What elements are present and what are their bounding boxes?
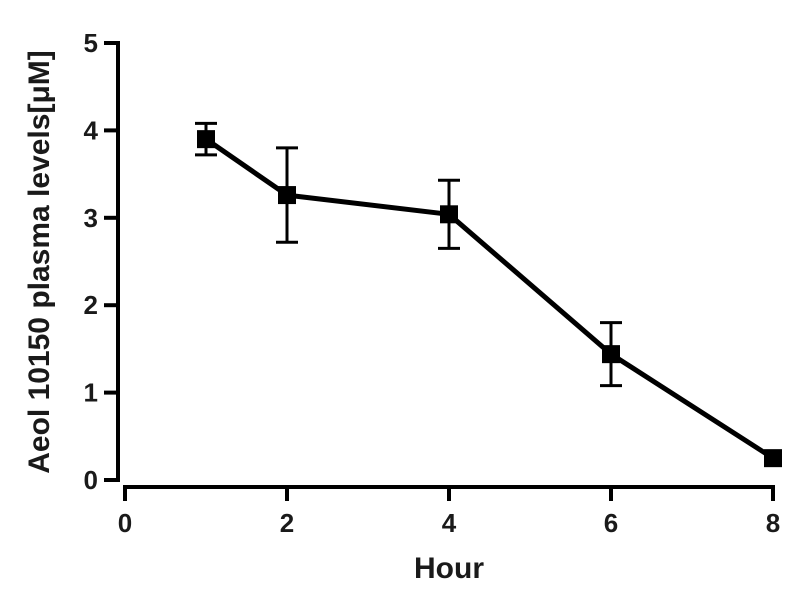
data-point [278,186,296,205]
x-tick-label: 2 [280,508,294,538]
y-tick-label: 2 [84,290,98,320]
y-tick-label: 4 [84,115,99,145]
data-points [197,130,782,468]
x-tick-label: 6 [604,508,618,538]
error-bars [195,121,622,388]
y-tick-label: 3 [84,203,98,233]
x-tick-label: 8 [766,508,780,538]
y-tick-labels: 0 1 2 3 4 5 [84,28,99,495]
data-point [197,130,215,149]
x-tick-labels: 0 2 4 6 8 [118,508,780,538]
data-point [602,345,620,364]
axes [104,41,775,501]
x-tick-label: 0 [118,508,132,538]
y-axis-title: Aeol 10150 plasma levels[μM] [23,50,56,474]
y-tick-label: 1 [84,378,98,408]
data-point [764,449,782,468]
y-tick-label: 0 [84,465,98,495]
y-tick-label: 5 [84,28,98,58]
data-point [440,205,458,224]
x-tick-label: 4 [442,508,457,538]
x-axis-title: Hour [414,552,484,585]
